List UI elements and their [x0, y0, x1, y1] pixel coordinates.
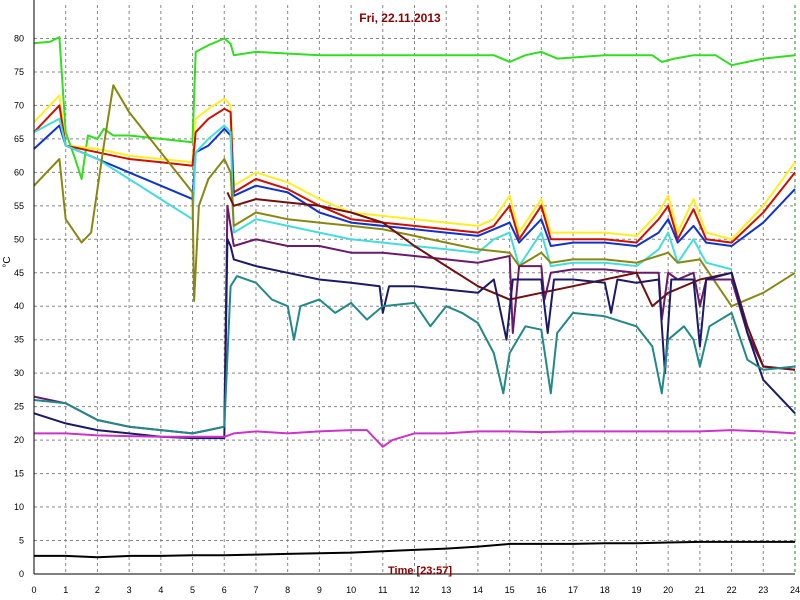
x-tick-label: 21: [695, 585, 705, 595]
x-tick-label: 20: [663, 585, 673, 595]
y-tick-label: 5: [19, 536, 24, 546]
y-tick-label: 55: [14, 201, 24, 211]
series-line-10: [33, 275, 796, 435]
y-tick-label: 25: [14, 402, 24, 412]
series-line-6: [33, 84, 796, 308]
x-tick-label: 17: [568, 585, 578, 595]
x-tick-label: 3: [127, 585, 132, 595]
x-tick-label: 10: [346, 585, 356, 595]
y-tick-label: 45: [14, 268, 24, 278]
x-tick-label: 9: [317, 585, 322, 595]
y-tick-label: 75: [14, 67, 24, 77]
y-tick-label: 35: [14, 335, 24, 345]
y-tick-label: 65: [14, 134, 24, 144]
x-tick-label: 1: [63, 585, 68, 595]
series-line-9: [33, 238, 796, 440]
x-tick-label: 4: [158, 585, 163, 595]
grid: [33, 5, 796, 574]
x-tick-label: 0: [31, 585, 36, 595]
x-tick-label: 18: [600, 585, 610, 595]
y-tick-label: 0: [19, 569, 24, 579]
y-tick-label: 30: [14, 368, 24, 378]
x-tick-label: 6: [222, 585, 227, 595]
y-axis-label: °C: [2, 256, 13, 267]
x-tick-label: 14: [473, 585, 483, 595]
x-tick-label: 7: [253, 585, 258, 595]
y-tick-label: 60: [14, 167, 24, 177]
x-tick-label: 12: [409, 585, 419, 595]
series-line-1: [33, 36, 796, 180]
x-axis-label: Time [23:57]: [388, 565, 452, 577]
x-tick-label: 11: [378, 585, 387, 595]
series-line-3: [33, 104, 796, 244]
x-tick-label: 8: [285, 585, 290, 595]
x-tick-labels: 0 1 2 3 4 5 6 7 8 9 10 11 12 13 14 15 16 17 18 19 20 21 22 23 24: [31, 585, 800, 595]
x-tick-label: 13: [441, 585, 451, 595]
x-tick-label: 15: [505, 585, 515, 595]
y-tick-label: 70: [14, 100, 24, 110]
x-tick-label: 5: [190, 585, 195, 595]
x-tick-label: 24: [790, 585, 800, 595]
series-group: [33, 36, 796, 559]
y-tick-labels: 0 5 10 15 20 25 30 35 40 45 50 55 60 65 70 75 80: [14, 33, 24, 579]
series-line-2: [33, 94, 796, 241]
x-tick-label: 23: [758, 585, 768, 595]
y-tick-label: 50: [14, 234, 24, 244]
x-tick-label: 19: [631, 585, 641, 595]
x-tick-label: 16: [536, 585, 546, 595]
y-tick-label: 80: [14, 33, 24, 43]
x-tick-label: 2: [95, 585, 100, 595]
y-tick-label: 10: [14, 502, 24, 512]
series-line-12: [34, 540, 795, 559]
series-line-5: [33, 117, 732, 271]
series-line-11: [34, 429, 796, 448]
y-tick-label: 20: [14, 435, 24, 445]
x-tick-label: 22: [727, 585, 737, 595]
y-tick-label: 15: [14, 469, 24, 479]
chart-title: Fri, 22.11.2013: [359, 11, 441, 25]
series-line-4: [33, 124, 796, 247]
y-tick-label: 40: [14, 301, 24, 311]
